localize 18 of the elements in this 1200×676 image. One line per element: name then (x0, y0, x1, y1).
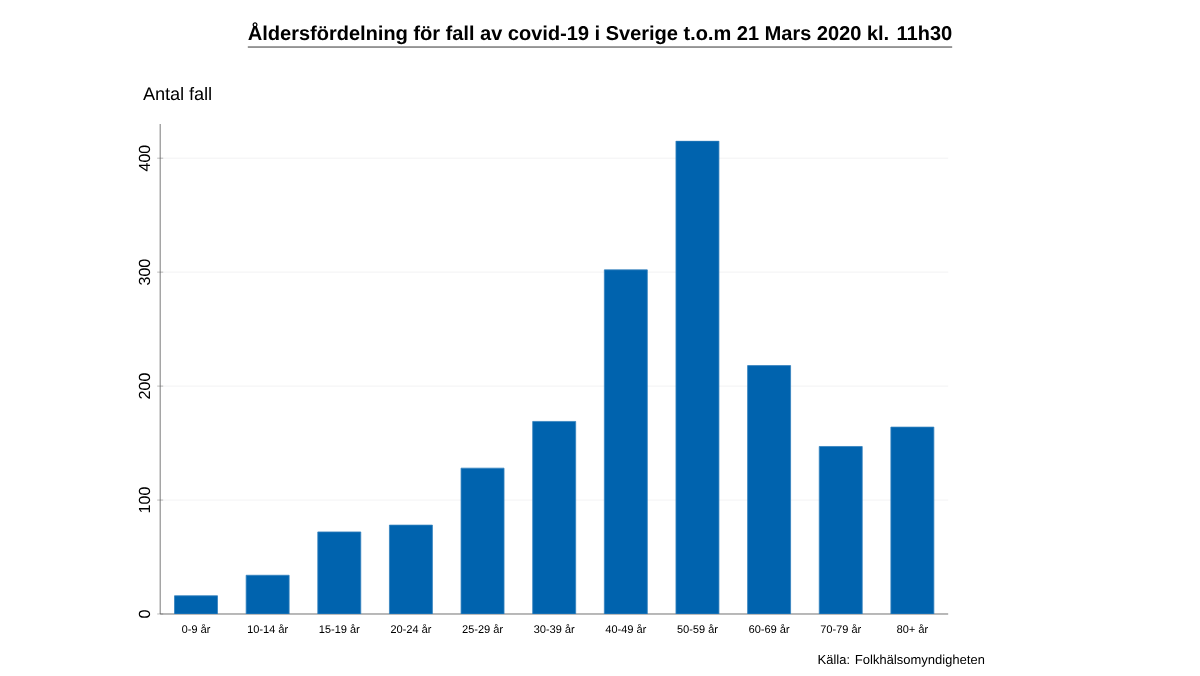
y-axis-title: Antal fall (143, 86, 211, 101)
y-tick-label: 0 (138, 610, 151, 618)
bar (317, 531, 362, 614)
chart-title: Åldersfördelning för fall av covid-19 i Sverige t.o.m 21 Mars 2020 kl. 11h30 (248, 22, 952, 45)
bar (747, 365, 791, 614)
bar (818, 446, 863, 614)
bar (890, 426, 935, 614)
bar (532, 421, 577, 614)
bar (245, 574, 290, 614)
y-tick-label: 300 (138, 259, 151, 285)
bar (675, 140, 720, 614)
y-tick-label: 400 (138, 145, 151, 172)
y-tick-label: 200 (138, 373, 151, 399)
bar (174, 595, 218, 614)
bar (603, 269, 648, 614)
y-tick-label: 100 (138, 487, 151, 513)
bar (389, 524, 433, 614)
bar (460, 467, 505, 614)
